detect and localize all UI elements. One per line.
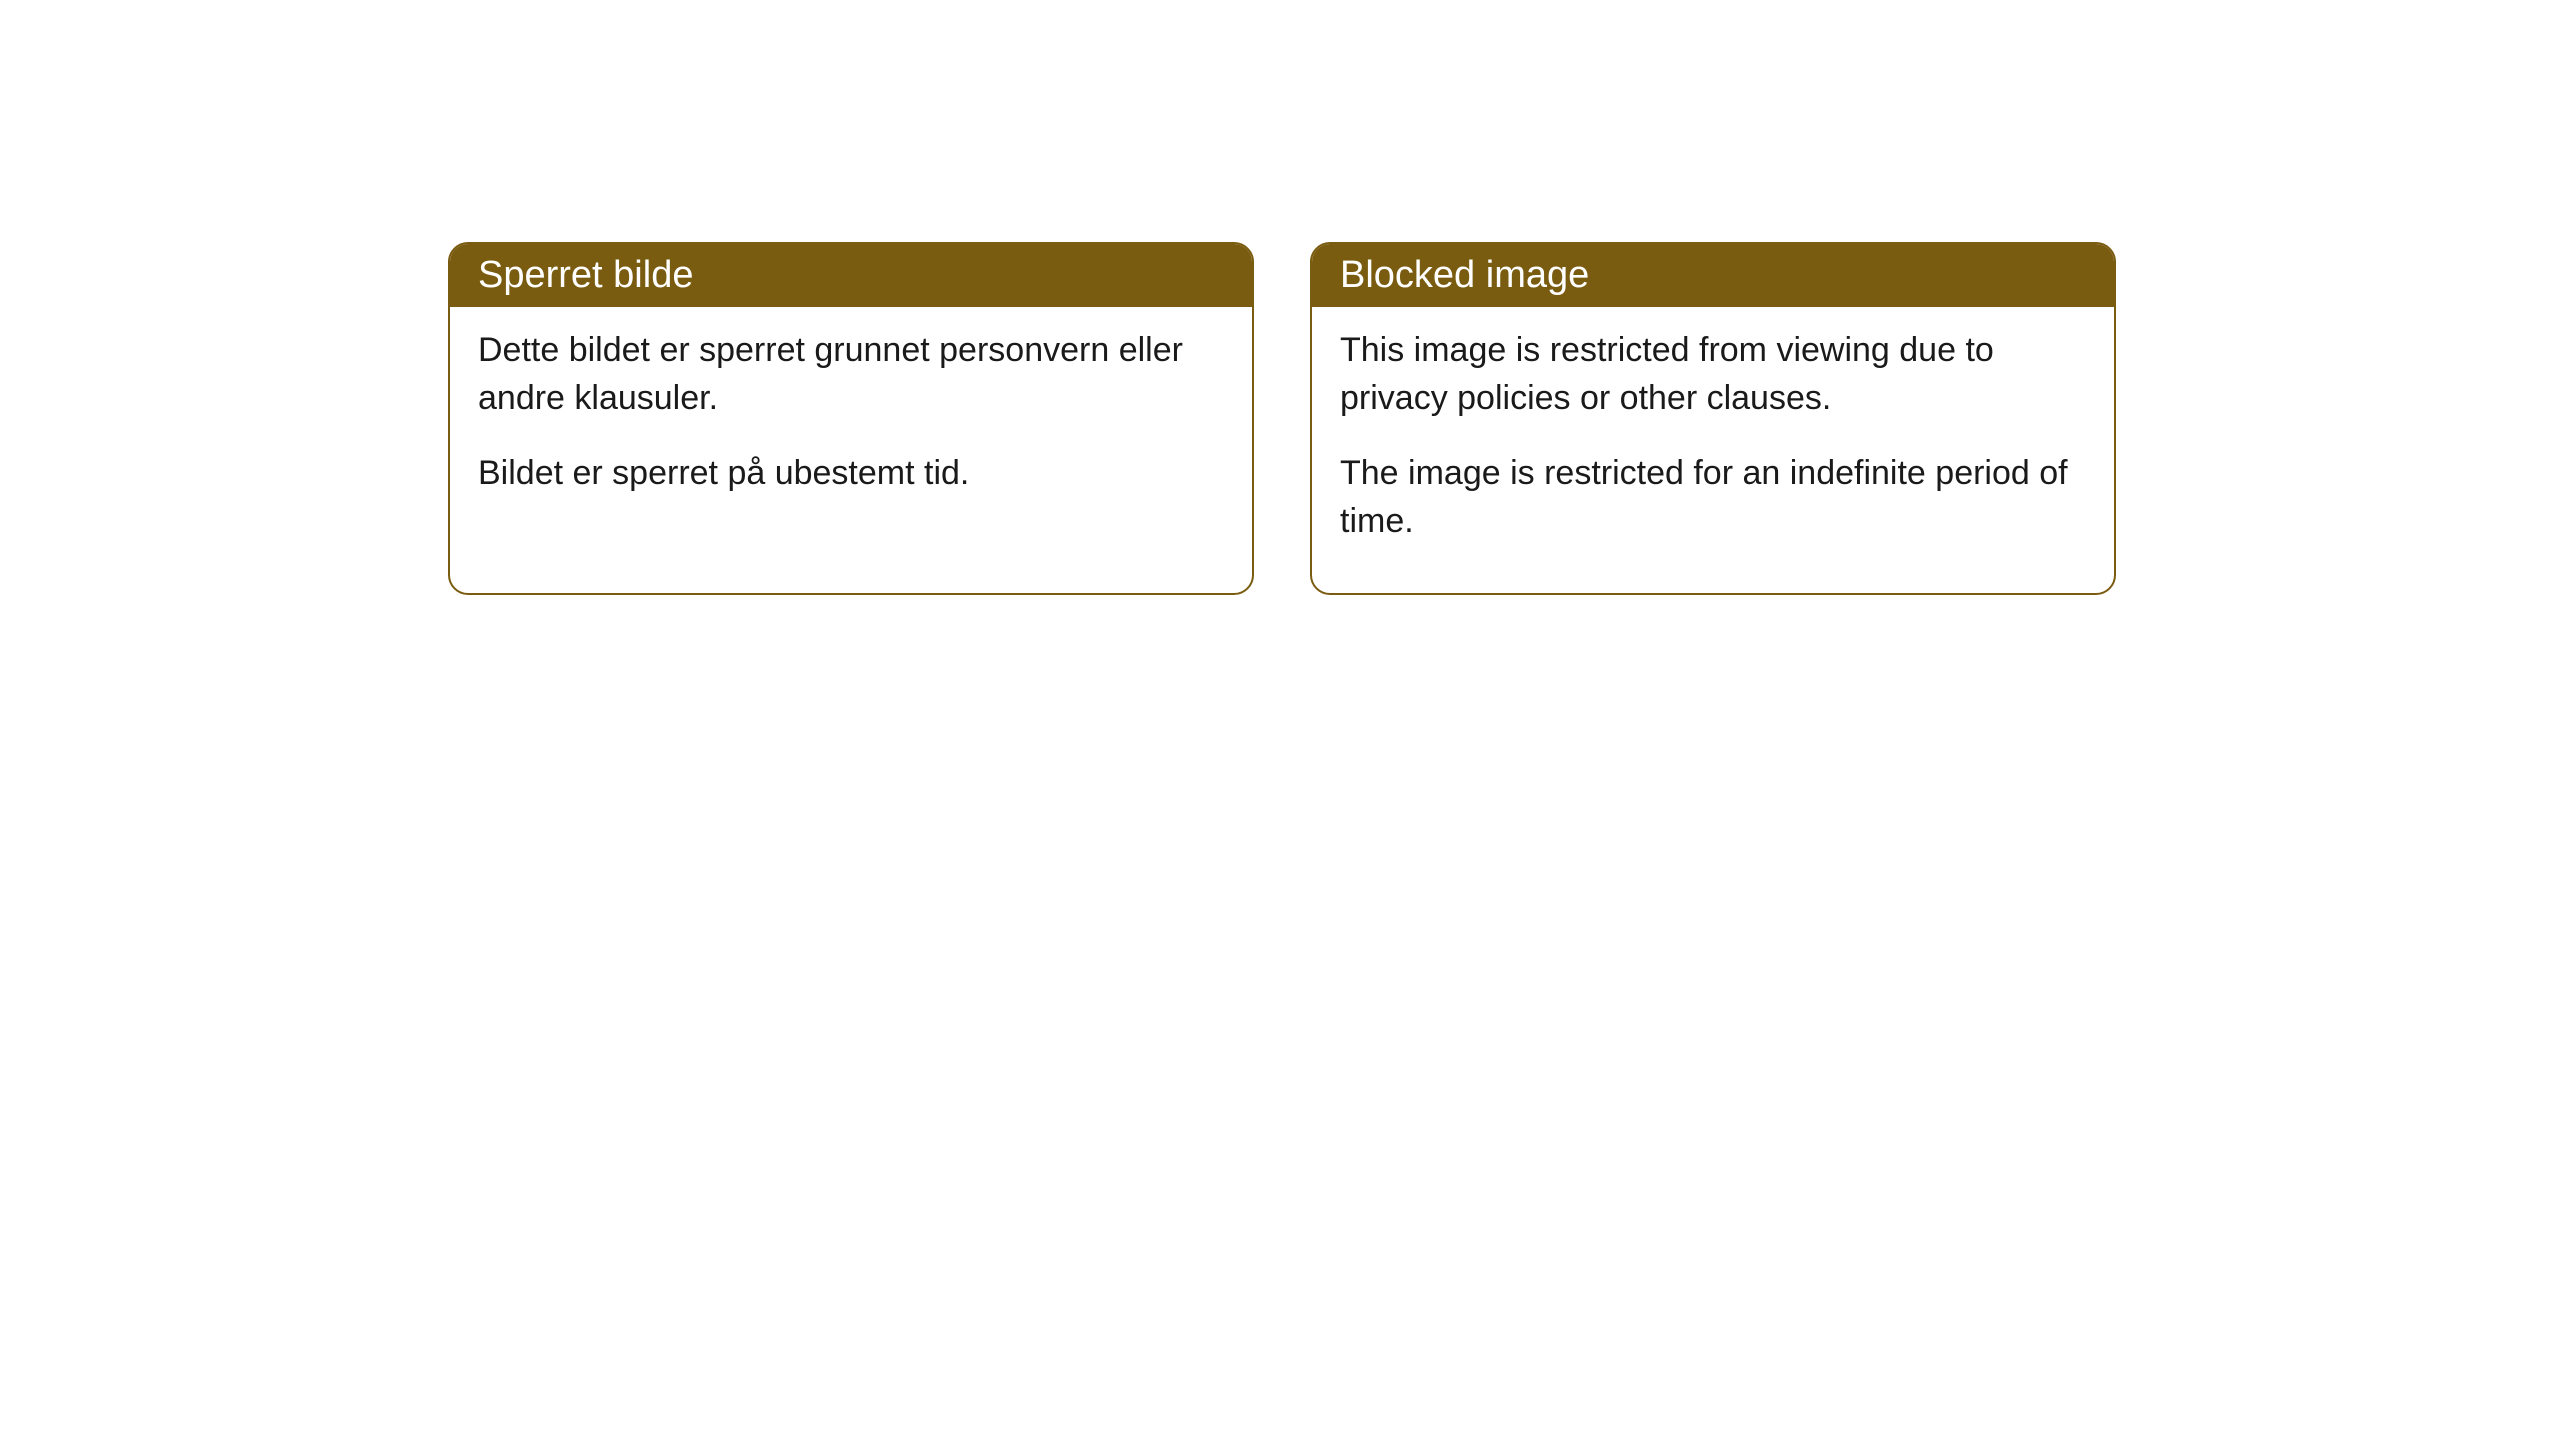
blocked-image-card-norwegian: Sperret bilde Dette bildet er sperret gr… — [448, 242, 1254, 595]
notice-container: Sperret bilde Dette bildet er sperret gr… — [0, 0, 2560, 595]
card-title: Blocked image — [1340, 254, 1589, 296]
card-paragraph: Bildet er sperret på ubestemt tid. — [478, 450, 1224, 498]
card-paragraph: Dette bildet er sperret grunnet personve… — [478, 327, 1224, 422]
card-header: Sperret bilde — [450, 244, 1252, 307]
card-header: Blocked image — [1312, 244, 2114, 307]
card-body: This image is restricted from viewing du… — [1312, 307, 2114, 593]
card-title: Sperret bilde — [478, 254, 693, 296]
card-paragraph: The image is restricted for an indefinit… — [1340, 450, 2086, 545]
blocked-image-card-english: Blocked image This image is restricted f… — [1310, 242, 2116, 595]
card-paragraph: This image is restricted from viewing du… — [1340, 327, 2086, 422]
card-body: Dette bildet er sperret grunnet personve… — [450, 307, 1252, 546]
